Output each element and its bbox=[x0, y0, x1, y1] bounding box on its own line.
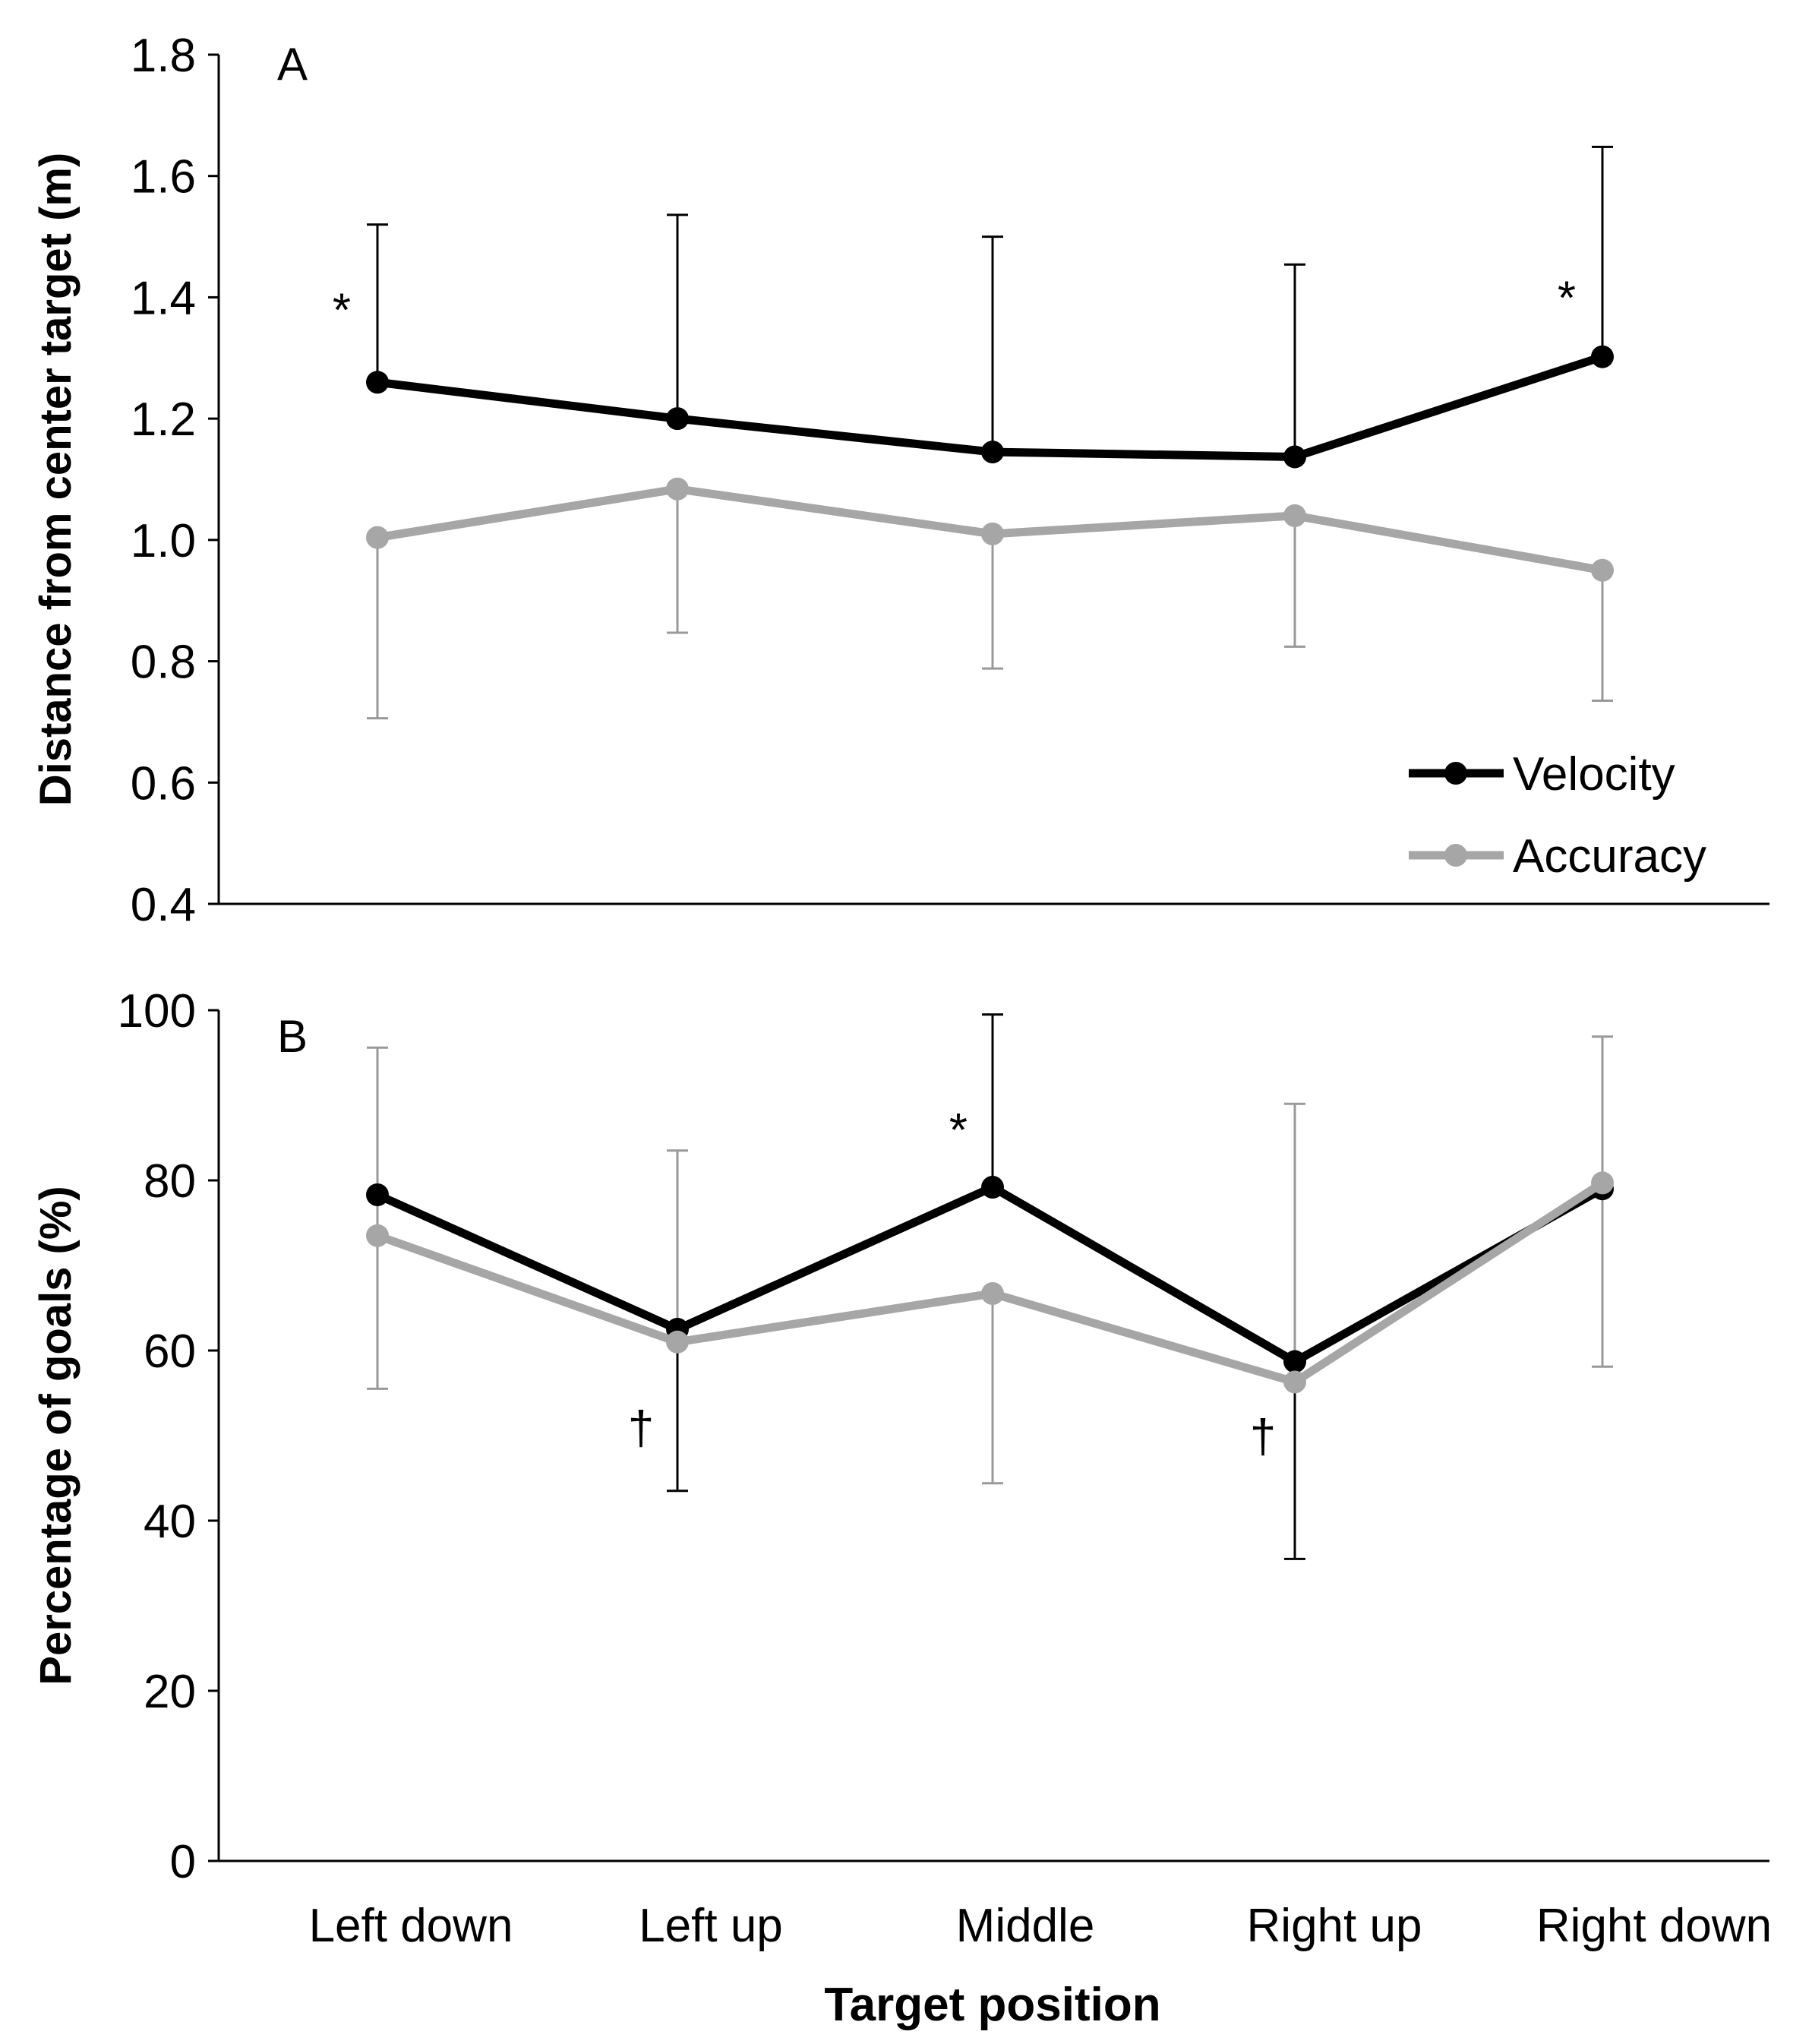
annotation-asterisk: * bbox=[1558, 272, 1576, 324]
x-axis-label: Target position bbox=[824, 1979, 1160, 2031]
legend-label: Accuracy bbox=[1513, 830, 1706, 883]
y-tick-label: 1.0 bbox=[131, 515, 196, 567]
annotation-asterisk: * bbox=[949, 1104, 968, 1157]
data-point-accuracy bbox=[1591, 1171, 1614, 1195]
y-tick-label: 0 bbox=[170, 1836, 196, 1888]
annotation-dagger: † bbox=[628, 1402, 654, 1455]
x-tick-label: Middle bbox=[956, 1900, 1095, 1952]
y-tick-label: 20 bbox=[144, 1666, 196, 1718]
data-point-accuracy bbox=[1283, 1370, 1306, 1394]
y-tick-label: 1.4 bbox=[131, 272, 196, 324]
y-tick-label: 0.6 bbox=[131, 757, 196, 810]
annotation-asterisk: * bbox=[333, 284, 351, 336]
x-tick-label: Right down bbox=[1536, 1900, 1772, 1952]
panel-b: 0 20 40 60 80 100 Percentage of goals (%) B * † † L… bbox=[31, 985, 1772, 2031]
data-point-velocity bbox=[1591, 345, 1614, 368]
series-line-velocity bbox=[375, 1183, 1605, 1366]
data-point-accuracy bbox=[981, 1281, 1004, 1305]
x-tick-label: Left up bbox=[639, 1900, 783, 1952]
data-point-velocity bbox=[366, 1183, 389, 1207]
data-point-accuracy bbox=[666, 477, 689, 501]
y-tick-label: 100 bbox=[118, 985, 196, 1038]
y-axis-label: Percentage of goals (%) bbox=[31, 1186, 80, 1685]
data-point-accuracy bbox=[366, 1224, 389, 1247]
data-point-accuracy bbox=[1283, 504, 1306, 527]
y-tick-label: 1.6 bbox=[131, 151, 196, 204]
data-point-accuracy bbox=[366, 526, 389, 549]
data-point-velocity bbox=[366, 371, 389, 394]
data-point-velocity bbox=[981, 441, 1004, 464]
legend-marker-velocity bbox=[1444, 762, 1467, 785]
y-tick-label: 0.8 bbox=[131, 637, 196, 689]
y-tick-label: 0.4 bbox=[131, 879, 196, 931]
data-point-velocity bbox=[666, 407, 689, 431]
data-point-accuracy bbox=[1591, 558, 1614, 582]
data-point-velocity bbox=[981, 1175, 1004, 1199]
x-tick-label: Right up bbox=[1247, 1900, 1422, 1952]
annotation-dagger: † bbox=[1250, 1411, 1276, 1463]
legend-marker-accuracy bbox=[1444, 844, 1467, 867]
data-point-velocity bbox=[1283, 445, 1306, 469]
y-tick-label: 1.2 bbox=[131, 393, 196, 446]
y-axis-label: Distance from center target (m) bbox=[31, 153, 80, 807]
data-point-velocity bbox=[1283, 1350, 1306, 1373]
panel-letter: B bbox=[277, 1011, 308, 1062]
legend: Velocity Accuracy bbox=[1409, 748, 1706, 883]
panel-a: 0.4 0.6 0.8 1.0 1.2 1.4 1.6 1.8 Distance from ce… bbox=[31, 30, 1769, 931]
legend-label: Velocity bbox=[1513, 748, 1675, 801]
data-point-accuracy bbox=[981, 522, 1004, 545]
y-tick-label: 1.8 bbox=[131, 30, 196, 82]
x-tick-label: Left down bbox=[309, 1900, 513, 1952]
y-tick-label: 60 bbox=[144, 1325, 196, 1378]
data-point-accuracy bbox=[666, 1330, 689, 1354]
y-tick-label: 80 bbox=[144, 1155, 196, 1208]
panel-letter: A bbox=[277, 39, 308, 90]
y-tick-label: 40 bbox=[144, 1496, 196, 1548]
